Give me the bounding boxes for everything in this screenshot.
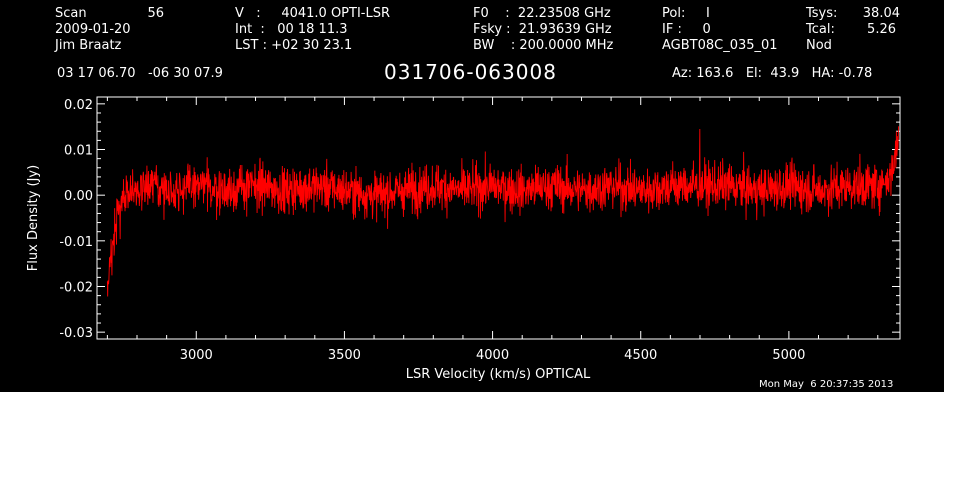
plot-frame — [96, 96, 901, 340]
source-name: 031706-063008 — [384, 60, 557, 84]
integration-time: Int : 00 18 11.3 — [235, 22, 348, 37]
observer-name: Jim Braatz — [55, 38, 122, 53]
az-el-ha: Az: 163.6 El: 43.9 HA: -0.78 — [672, 66, 873, 81]
scan-label: Scan — [55, 6, 87, 21]
tcal-label: Tcal: — [806, 22, 835, 37]
y-tick-label: -0.01 — [59, 235, 93, 250]
velocity-readout: V : 4041.0 OPTI-LSR — [235, 6, 391, 21]
y-tick-label: -0.02 — [59, 280, 93, 295]
plot-timestamp: Mon May 6 20:37:35 2013 — [759, 379, 894, 390]
bandwidth: BW : 200.0000 MHz — [473, 38, 614, 53]
y-tick-label: 0.01 — [64, 144, 93, 159]
scan-number: 56 — [147, 6, 164, 21]
tsys-value: 38.04 — [862, 6, 900, 21]
x-tick-label: 4000 — [476, 348, 509, 363]
axis-ticks — [97, 97, 900, 339]
rest-frequency: F0 : 22.23508 GHz — [473, 6, 611, 21]
lst-readout: LST : +02 30 23.1 — [235, 38, 353, 53]
observing-mode: Nod — [806, 38, 832, 53]
tsys-label: Tsys: — [806, 6, 838, 21]
x-tick-label: 3500 — [328, 348, 361, 363]
tcal-value: 5.26 — [867, 22, 896, 37]
spectrum-series — [106, 126, 899, 297]
x-tick-label: 5000 — [772, 348, 805, 363]
observation-date: 2009-01-20 — [55, 22, 131, 37]
if-number: IF : 0 — [662, 22, 711, 37]
axis-tick-labels: 3000 3500 4000 4500 5000 0.02 0.01 0.00 -0.01 -0.… — [59, 98, 805, 363]
polarization: Pol: I — [662, 6, 710, 21]
source-coordinates: 03 17 06.70 -06 30 07.9 — [57, 66, 223, 81]
x-tick-label: 4500 — [624, 348, 657, 363]
spectrum-chart: 3000 3500 4000 4500 5000 0.02 0.01 0.00 -0.01 -0.… — [26, 96, 901, 382]
project-id: AGBT08C_035_01 — [662, 38, 778, 53]
y-axis-label: Flux Density (Jy) — [26, 165, 41, 271]
plot-window: Scan 56 2009-01-20 Jim Braatz V : 4041.0… — [0, 0, 944, 392]
y-tick-label: 0.02 — [64, 98, 93, 113]
y-tick-label: 0.00 — [64, 189, 93, 204]
x-tick-label: 3000 — [180, 348, 213, 363]
y-tick-label: -0.03 — [59, 326, 93, 341]
sky-frequency: Fsky : 21.93639 GHz — [473, 22, 612, 37]
x-axis-label: LSR Velocity (km/s) OPTICAL — [406, 367, 591, 382]
